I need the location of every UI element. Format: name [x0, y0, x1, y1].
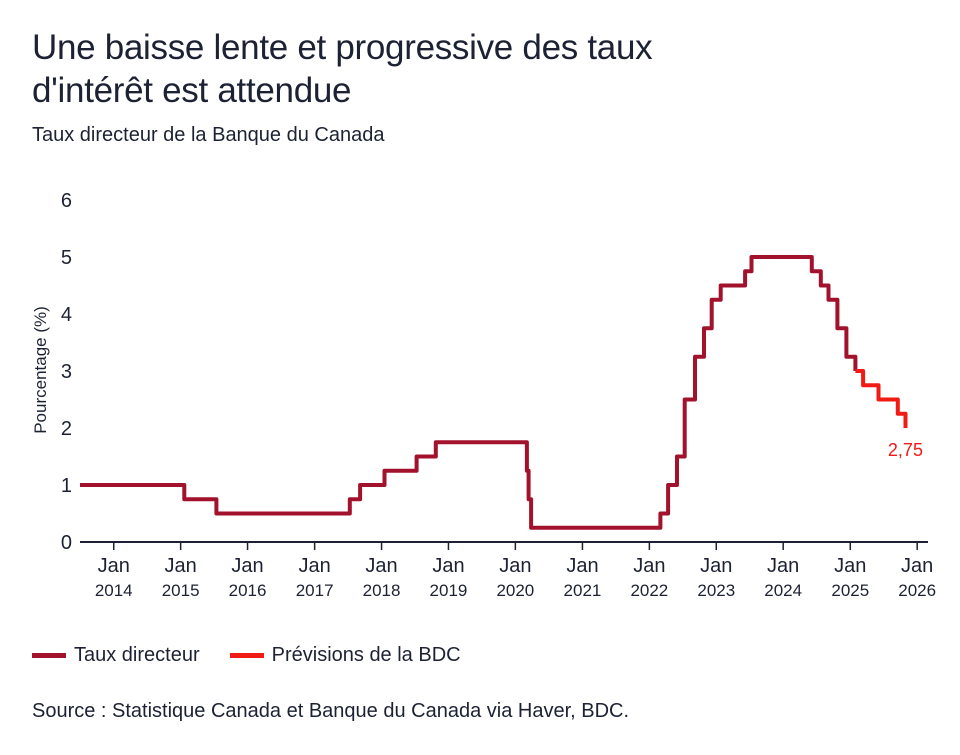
- y-axis-title: Pourcentage (%): [31, 306, 50, 434]
- x-tick-month: Jan: [365, 555, 397, 577]
- x-tick-month: Jan: [834, 555, 866, 577]
- x-tick-month: Jan: [432, 555, 464, 577]
- legend-item-historical: Taux directeur: [32, 644, 200, 667]
- policy-rate-chart: 0 1 2 3 4 5 6 Jan 2014 Jan 2015 Jan 2016 Jan 2017 Jan 2…: [31, 190, 936, 600]
- x-tick-month: Jan: [901, 555, 933, 577]
- x-tick-year: 2015: [162, 581, 200, 600]
- chart-title: Une baisse lente et progressive des taux…: [32, 28, 653, 110]
- x-tick-year: 2025: [831, 581, 869, 600]
- x-axis: Jan 2014 Jan 2015 Jan 2016 Jan 2017 Jan 2018 Jan 20…: [80, 541, 936, 600]
- legend-swatch-historical: [32, 653, 66, 658]
- x-tick-month: Jan: [499, 555, 531, 577]
- chart-subtitle: Taux directeur de la Banque du Canada: [32, 124, 385, 146]
- y-tick-label: 1: [61, 475, 72, 497]
- x-tick-month: Jan: [566, 555, 598, 577]
- x-tick-year: 2017: [296, 581, 334, 600]
- x-tick-year: 2020: [496, 581, 534, 600]
- legend: Taux directeur Prévisions de la BDC: [32, 644, 491, 667]
- y-tick-label: 5: [61, 247, 72, 269]
- x-tick-month: Jan: [767, 555, 799, 577]
- series-layer: [80, 255, 908, 530]
- x-tick-year: 2019: [430, 581, 468, 600]
- forecast-end-label: 2,75: [888, 440, 923, 460]
- y-axis: 0 1 2 3 4 5 6: [61, 190, 72, 554]
- x-tick-month: Jan: [231, 555, 263, 577]
- legend-swatch-forecast: [229, 653, 264, 658]
- x-tick-year: 2021: [564, 581, 602, 600]
- x-tick-month: Jan: [299, 555, 331, 577]
- x-tick-year: 2023: [697, 581, 735, 600]
- legend-label-historical: Taux directeur: [74, 644, 200, 666]
- x-tick-year: 2022: [630, 581, 668, 600]
- x-tick-month: Jan: [633, 555, 665, 577]
- y-tick-label: 6: [61, 190, 72, 212]
- x-tick-year: 2016: [229, 581, 267, 600]
- x-tick-year: 2018: [363, 581, 401, 600]
- legend-item-forecast: Prévisions de la BDC: [229, 644, 461, 667]
- x-tick-month: Jan: [165, 555, 197, 577]
- y-tick-label: 3: [61, 361, 72, 383]
- y-tick-label: 4: [61, 304, 72, 326]
- series-line-forecast: [855, 369, 908, 428]
- y-tick-label: 0: [61, 532, 72, 554]
- source-note: Source : Statistique Canada et Banque du…: [32, 700, 630, 722]
- x-tick-month: Jan: [700, 555, 732, 577]
- x-tick-year: 2026: [898, 581, 936, 600]
- series-line-historical: [80, 255, 858, 530]
- x-tick-month: Jan: [98, 555, 130, 577]
- x-tick-year: 2024: [764, 581, 802, 600]
- legend-label-forecast: Prévisions de la BDC: [271, 644, 461, 666]
- x-tick-year: 2014: [95, 581, 133, 600]
- y-tick-label: 2: [61, 418, 72, 440]
